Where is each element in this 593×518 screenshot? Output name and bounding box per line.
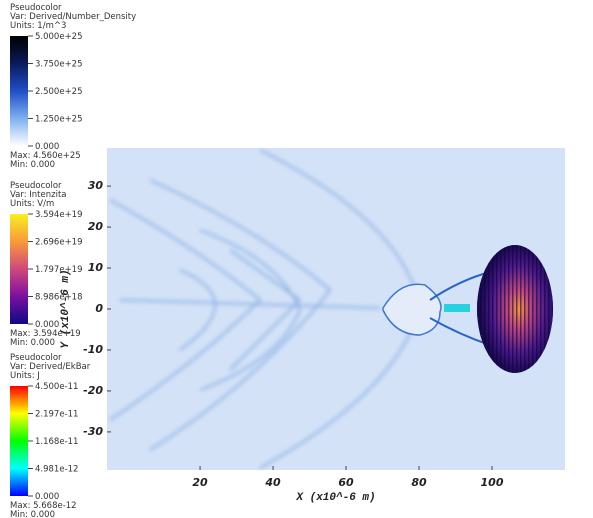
screen: X (x10^-6 m) Y (x10^-6 m) 20406080100-30…: [0, 0, 593, 518]
particles: [444, 304, 470, 312]
legend-tick-label: 3.594e+19: [35, 210, 83, 220]
y-tick-label: 0: [95, 302, 103, 315]
legend-tick-label: 4.500e-11: [35, 382, 78, 392]
x-tick-label: 80: [411, 476, 427, 489]
legend-tick-label: 5.000e+25: [35, 32, 83, 42]
x-tick-label: 100: [481, 476, 504, 489]
y-tick-label: -10: [83, 343, 103, 356]
legend-tick-label: 2.197e-11: [35, 410, 78, 420]
x-tick-label: 40: [264, 476, 281, 489]
legend-tick-label: 2.696e+19: [35, 238, 83, 248]
legend-tick-label: 8.986e+18: [35, 293, 83, 303]
legend-units: Units: V/m: [10, 199, 54, 209]
y-tick-label: 30: [88, 179, 104, 192]
y-tick-label: 10: [88, 261, 104, 274]
legend-colorbar: [10, 36, 28, 146]
x-tick-label: 20: [192, 476, 208, 489]
legend-colorbar: [10, 214, 28, 324]
y-tick-label: -30: [83, 425, 103, 438]
x-tick-label: 60: [338, 476, 354, 489]
legend-tick-label: 1.797e+19: [35, 265, 83, 275]
legend-min: Min: 0.000: [10, 510, 55, 518]
legend-min: Min: 0.000: [10, 338, 55, 348]
y-tick-label: 20: [88, 220, 104, 233]
legend-colorbar: [10, 386, 28, 496]
legend-units: Units: 1/m^3: [10, 21, 66, 31]
legend-min: Min: 0.000: [10, 160, 55, 170]
legend-tick-label: 4.981e-12: [35, 465, 78, 475]
y-tick-label: -20: [83, 384, 103, 397]
target-stripes: [477, 245, 553, 373]
legend-tick-label: 1.168e-11: [35, 437, 78, 447]
legend-tick-label: 1.250e+25: [35, 115, 83, 125]
legend-units: Units: J: [10, 371, 40, 381]
x-axis-label: X (x10^-6 m): [295, 492, 375, 504]
legend-tick-label: 3.750e+25: [35, 60, 83, 70]
plot-area: [107, 148, 565, 470]
legend-tick-label: 2.500e+25: [35, 87, 83, 97]
